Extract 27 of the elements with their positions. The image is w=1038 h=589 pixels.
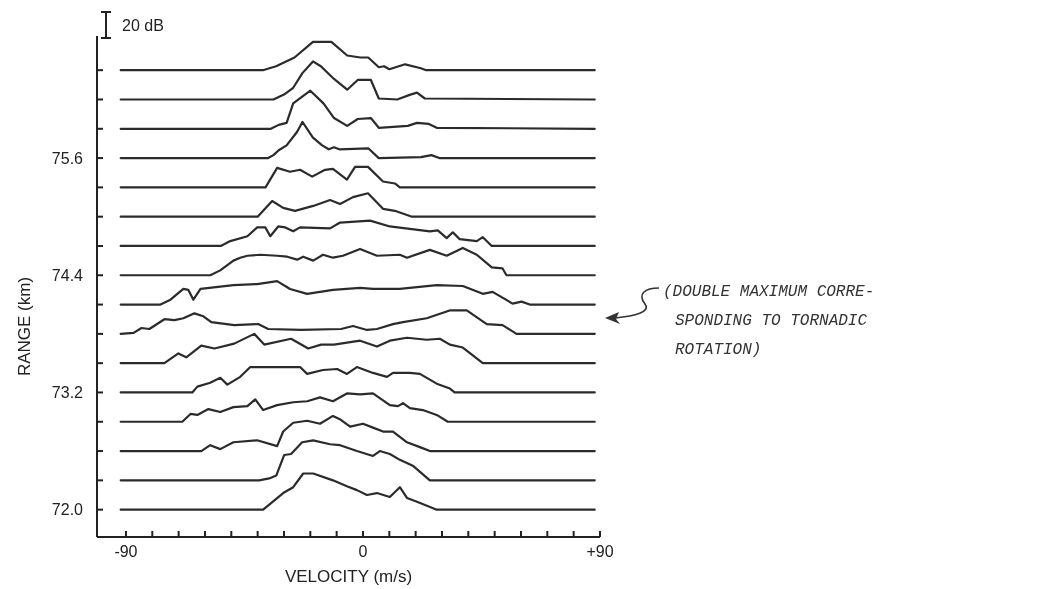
line-series — [119, 60, 596, 101]
line-series — [119, 120, 596, 160]
x-tick-label: -90 — [114, 543, 138, 560]
x-tick-label: 0 — [358, 543, 368, 560]
line-series — [119, 246, 596, 277]
x-tick-label: +90 — [586, 543, 614, 560]
line-series — [119, 192, 596, 218]
line-series — [119, 472, 596, 511]
line-series — [119, 309, 596, 335]
line-series — [119, 439, 596, 482]
line-series — [119, 392, 596, 423]
y-tick-label: 72.0 — [51, 501, 84, 519]
line-series — [119, 332, 596, 365]
x-axis-title: VELOCITY (m/s) — [284, 567, 413, 586]
y-tick-label: 75.6 — [51, 149, 84, 167]
line-series — [119, 165, 596, 189]
line-series — [119, 280, 596, 306]
y-tick-label: 73.2 — [51, 384, 84, 402]
line-series — [119, 89, 596, 130]
y-tick-label: 74.4 — [51, 266, 84, 284]
line-series — [119, 365, 596, 394]
line-series — [119, 414, 596, 453]
y-axis-title: RANGE (km) — [15, 276, 34, 377]
text: (DOUBLE MAXIMUM CORRE- SPONDING TO TORNADIC ROTATION) — [663, 283, 875, 359]
line-series — [119, 40, 596, 72]
line-series — [119, 219, 596, 248]
text: 20 dB — [122, 17, 164, 34]
